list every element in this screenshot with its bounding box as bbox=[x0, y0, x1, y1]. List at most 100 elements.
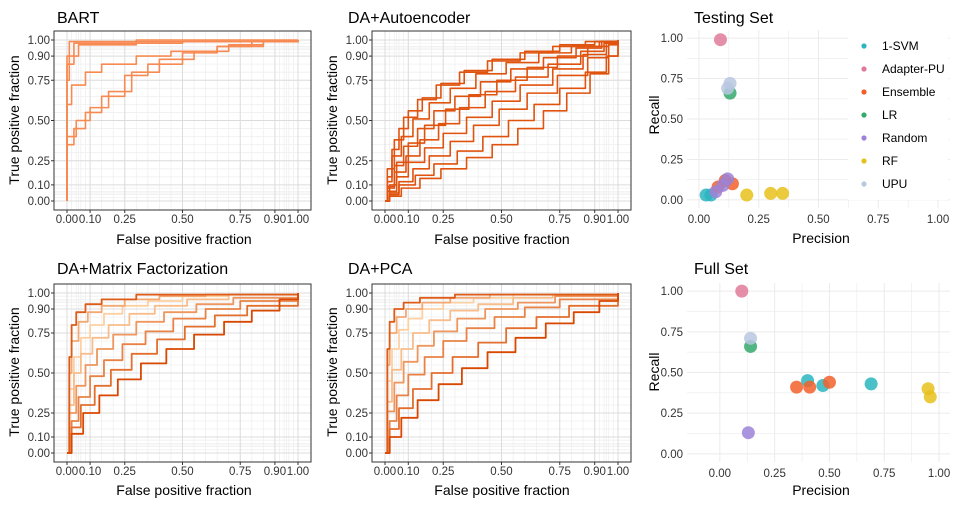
x-tick-label: 0.90 bbox=[264, 466, 286, 478]
data-point bbox=[713, 33, 727, 47]
grid-major bbox=[54, 284, 311, 462]
x-tick-label: 0.75 bbox=[229, 214, 251, 226]
x-tick-label: 0.00 bbox=[709, 468, 731, 480]
tick-labels: 0.00 0.10 0.25 0.50 0.75 0.90 1.000.000.100.25… bbox=[28, 288, 310, 478]
plot-area bbox=[687, 283, 950, 462]
data-point bbox=[803, 380, 817, 394]
x-tick-label: 0.50 bbox=[171, 214, 193, 226]
y-axis-label: True positive fraction bbox=[6, 55, 22, 184]
tick-marks bbox=[369, 39, 619, 213]
y-tick-label: 0.50 bbox=[28, 116, 50, 128]
y-axis-label: Recall bbox=[646, 96, 662, 135]
panel-pca: DA+PCA False positive fraction True posi… bbox=[324, 261, 632, 498]
x-tick-label: 0.90 bbox=[584, 466, 606, 478]
y-tick-label: 0.25 bbox=[28, 408, 50, 420]
y-tick-label: 0.90 bbox=[346, 304, 368, 316]
tick-labels: 0.00 0.25 0.50 0.75 1.00 0.00 0.25 0.50 0.75 1.00 bbox=[661, 33, 950, 226]
plot-area bbox=[53, 30, 312, 211]
x-tick-label: 0.00 bbox=[56, 214, 78, 226]
legend-key bbox=[861, 89, 867, 95]
legend-key bbox=[861, 66, 867, 72]
tick-labels: 0.00 0.10 0.25 0.50 0.75 0.90 1.000.000.100.25… bbox=[346, 35, 630, 226]
y-axis-label: True positive fraction bbox=[6, 307, 22, 436]
data-point bbox=[776, 186, 790, 200]
x-tick-label: 1.00 bbox=[287, 214, 309, 226]
points bbox=[735, 284, 937, 440]
x-tick-label: 0.75 bbox=[873, 468, 895, 480]
x-axis-label: Precision bbox=[792, 482, 850, 498]
x-tick-label: 0.25 bbox=[114, 466, 136, 478]
data-point bbox=[923, 390, 937, 404]
y-tick-label: 0.25 bbox=[661, 154, 683, 166]
y-axis-label: True positive fraction bbox=[324, 55, 340, 184]
data-point bbox=[744, 331, 758, 345]
y-axis-label: True positive fraction bbox=[324, 307, 340, 436]
roc-curve bbox=[385, 293, 619, 454]
y-tick-label: 0.10 bbox=[28, 180, 50, 192]
panel-title: Full Set bbox=[694, 261, 749, 278]
x-tick-label: 0.00 bbox=[56, 466, 78, 478]
legend-label: RF bbox=[882, 154, 898, 168]
legend-key bbox=[861, 181, 867, 187]
roc-curve bbox=[67, 293, 299, 454]
panel-testing-set: Testing Set Precision Recall 0.00 0.25 0.5… bbox=[646, 10, 950, 246]
panel-title: DA+PCA bbox=[348, 261, 413, 278]
plot-area bbox=[53, 283, 312, 463]
y-tick-label: 0.50 bbox=[346, 116, 368, 128]
x-tick-label: 0.50 bbox=[490, 466, 512, 478]
x-tick-label: 0.25 bbox=[432, 214, 454, 226]
roc-curve bbox=[385, 40, 619, 202]
data-point bbox=[764, 186, 778, 200]
x-tick-label: 0.50 bbox=[818, 468, 840, 480]
roc-curve bbox=[385, 293, 619, 454]
x-tick-label: 0.25 bbox=[763, 468, 785, 480]
y-tick-label: 0.00 bbox=[346, 448, 368, 460]
legend-label: LR bbox=[882, 108, 898, 122]
x-tick-label: 0.50 bbox=[807, 214, 829, 226]
x-tick-label: 0.75 bbox=[229, 466, 251, 478]
legend-label: 1-SVM bbox=[882, 39, 919, 53]
panel-bart: BART False positive fraction True positi… bbox=[6, 10, 312, 247]
roc-curve bbox=[67, 293, 299, 454]
x-tick-label: 0.90 bbox=[264, 214, 286, 226]
legend-label: UPU bbox=[882, 177, 907, 191]
x-tick-label: 0.75 bbox=[549, 214, 571, 226]
y-tick-label: 0.90 bbox=[346, 51, 368, 63]
y-tick-label: 0.50 bbox=[28, 368, 50, 380]
roc-curve bbox=[67, 293, 299, 454]
x-tick-label: 1.00 bbox=[607, 214, 629, 226]
legend-key bbox=[861, 158, 867, 164]
x-tick-label: 0.00 bbox=[374, 214, 396, 226]
y-tick-label: 0.50 bbox=[661, 114, 683, 126]
x-tick-label: 1.00 bbox=[928, 468, 950, 480]
tick-marks bbox=[51, 292, 299, 465]
x-tick-label: 0.75 bbox=[867, 214, 889, 226]
tick-labels: 0.00 0.10 0.25 0.50 0.75 0.90 1.000.000.100.25… bbox=[346, 288, 630, 478]
x-tick-label: 0.10 bbox=[397, 214, 419, 226]
legend: 1-SVM Adapter-PU Ensemble LR Random RF UPU bbox=[848, 30, 948, 200]
y-tick-label: 0.00 bbox=[28, 448, 50, 460]
panel-title: DA+Autoencoder bbox=[348, 10, 471, 27]
data-point bbox=[709, 185, 723, 199]
x-tick-label: 0.90 bbox=[584, 214, 606, 226]
y-tick-label: 0.25 bbox=[346, 408, 368, 420]
legend-key bbox=[861, 135, 867, 141]
panel-title: BART bbox=[57, 10, 100, 27]
y-tick-label: 1.00 bbox=[661, 286, 683, 298]
y-tick-label: 1.00 bbox=[661, 33, 683, 45]
roc-curve bbox=[385, 40, 619, 202]
y-tick-label: 0.25 bbox=[661, 408, 683, 420]
roc-curve bbox=[385, 40, 619, 202]
y-tick-label: 0.75 bbox=[661, 74, 683, 86]
y-tick-label: 0.10 bbox=[346, 432, 368, 444]
x-axis-label: False positive fraction bbox=[116, 482, 251, 498]
x-tick-label: 1.00 bbox=[607, 466, 629, 478]
tick-labels: 0.00 0.25 0.50 0.75 1.00 0.00 0.25 0.50 0.75 1.00 bbox=[661, 286, 951, 480]
x-tick-label: 0.25 bbox=[432, 466, 454, 478]
y-tick-label: 0.00 bbox=[661, 195, 683, 207]
x-tick-label: 0.00 bbox=[688, 214, 710, 226]
x-tick-label: 0.10 bbox=[79, 466, 101, 478]
roc-curve bbox=[66, 40, 299, 201]
data-point bbox=[721, 81, 735, 95]
y-tick-label: 0.25 bbox=[28, 156, 50, 168]
